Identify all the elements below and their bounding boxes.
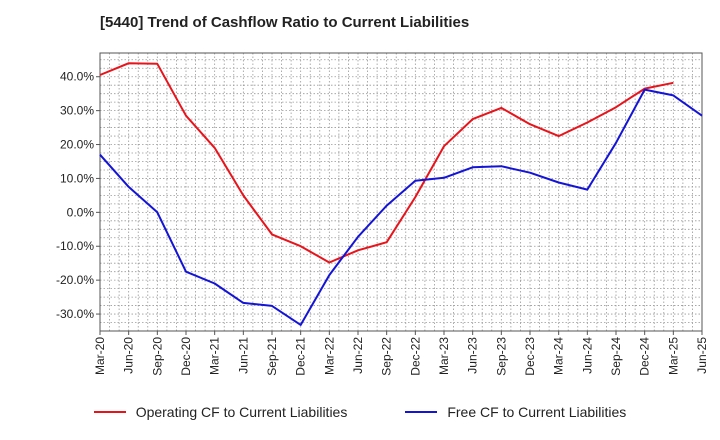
x-tick-label: Mar-24	[552, 337, 566, 375]
legend-swatch-operating-cf	[93, 411, 126, 413]
x-tick-label: Dec-22	[408, 337, 422, 376]
plot-frame	[99, 52, 703, 332]
x-tick-label: Jun-22	[351, 337, 365, 374]
y-tick-label: -30.0%	[56, 307, 94, 321]
x-tick-label: Dec-21	[294, 337, 308, 376]
x-tick-label: Jun-23	[466, 337, 480, 374]
x-tick-label: Dec-23	[523, 337, 537, 376]
legend-swatch-free-cf	[405, 411, 438, 413]
legend-label-free-cf: Free CF to Current Liabilities	[447, 404, 627, 420]
x-tick-label: Mar-20	[93, 337, 107, 375]
x-tick-label: Dec-20	[179, 337, 193, 376]
x-tick-label: Mar-23	[437, 337, 451, 375]
x-tick-labels: Mar-20 Jun-20 Sep-20 Dec-20 Mar-21 Jun-21 Sep-…	[93, 337, 709, 376]
x-tick-label: Jun-20	[122, 337, 136, 374]
x-tick-label: Jun-21	[236, 337, 250, 374]
x-tick-label: Sep-24	[609, 337, 623, 376]
y-tick-label: -10.0%	[56, 239, 94, 253]
x-tick-label: Mar-22	[322, 337, 336, 375]
x-tick-label: Jun-25	[695, 337, 709, 374]
y-tick-label: 0.0%	[67, 205, 95, 219]
x-tick-label: Mar-25	[666, 337, 680, 375]
series-line-free-cf	[99, 88, 703, 326]
series-lines	[99, 62, 703, 326]
x-tick-label: Sep-23	[494, 337, 508, 376]
x-tick-label: Jun-24	[580, 337, 594, 374]
y-tick-label: -20.0%	[56, 273, 94, 287]
line-chart: Mar-20 Jun-20 Sep-20 Dec-20 Mar-21 Jun-21 Sep-…	[56, 52, 709, 376]
legend-item-free-cf: Free CF to Current Liabilities	[405, 404, 626, 420]
x-tick-label: Dec-24	[638, 337, 652, 376]
grid-lines	[100, 53, 702, 331]
chart-title: [5440] Trend of Cashflow Ratio to Curren…	[100, 14, 470, 31]
x-tick-label: Sep-22	[380, 337, 394, 376]
y-tick-labels: -30.0% -20.0% -10.0% 0.0% 10.0% 20.0% 30.0% 40.…	[56, 70, 94, 321]
y-tick-label: 30.0%	[60, 104, 94, 118]
legend-item-operating-cf: Operating CF to Current Liabilities	[93, 404, 348, 420]
x-tick-label: Sep-21	[265, 337, 279, 376]
y-tick-label: 10.0%	[60, 171, 94, 185]
legend-label-operating-cf: Operating CF to Current Liabilities	[135, 404, 348, 420]
series-line-operating-cf	[99, 62, 674, 264]
y-tick-label: 20.0%	[60, 138, 94, 152]
axes	[96, 52, 703, 335]
x-tick-label: Sep-20	[150, 337, 164, 376]
y-tick-label: 40.0%	[60, 70, 94, 84]
x-tick-label: Mar-21	[208, 337, 222, 375]
legend: Operating CF to Current Liabilities Free…	[0, 404, 720, 420]
